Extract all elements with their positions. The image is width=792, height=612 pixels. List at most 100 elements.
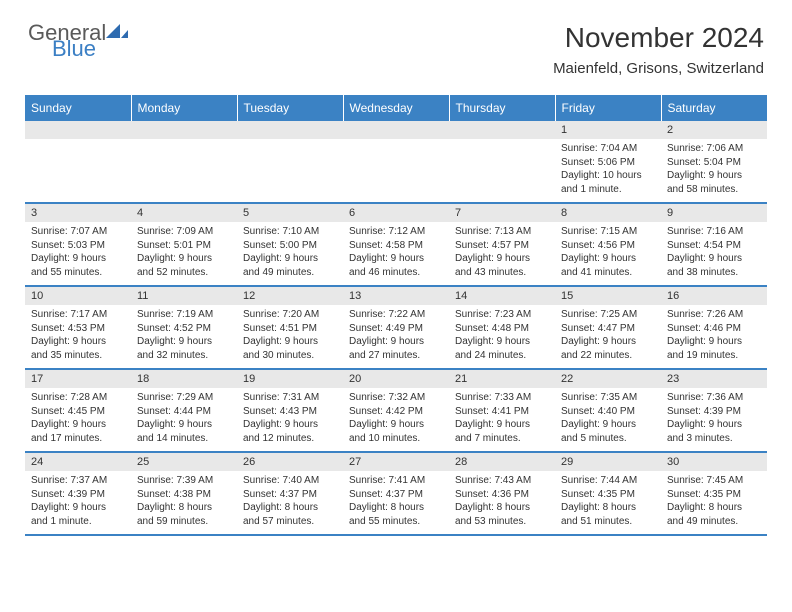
empty-day-cell <box>343 139 449 203</box>
day-number: 15 <box>555 286 661 305</box>
daylight-text: Daylight: 9 hours and 43 minutes. <box>455 252 549 279</box>
sunrise-text: Sunrise: 7:06 AM <box>667 142 761 156</box>
page-subtitle: Maienfeld, Grisons, Switzerland <box>553 60 764 77</box>
sunset-text: Sunset: 5:03 PM <box>31 239 125 253</box>
daylight-text: Daylight: 9 hours and 52 minutes. <box>137 252 231 279</box>
day-cell: Sunrise: 7:33 AMSunset: 4:41 PMDaylight:… <box>449 388 555 452</box>
day-cell: Sunrise: 7:29 AMSunset: 4:44 PMDaylight:… <box>131 388 237 452</box>
weekday-header: Wednesday <box>343 95 449 121</box>
sunrise-text: Sunrise: 7:07 AM <box>31 225 125 239</box>
empty-day-cell <box>25 139 131 203</box>
sunrise-text: Sunrise: 7:41 AM <box>349 474 443 488</box>
sunrise-text: Sunrise: 7:39 AM <box>137 474 231 488</box>
sunrise-text: Sunrise: 7:16 AM <box>667 225 761 239</box>
sunrise-text: Sunrise: 7:36 AM <box>667 391 761 405</box>
sunrise-text: Sunrise: 7:09 AM <box>137 225 231 239</box>
day-number: 21 <box>449 369 555 388</box>
day-cell: Sunrise: 7:40 AMSunset: 4:37 PMDaylight:… <box>237 471 343 535</box>
sunset-text: Sunset: 4:45 PM <box>31 405 125 419</box>
day-number: 8 <box>555 203 661 222</box>
sunset-text: Sunset: 4:37 PM <box>349 488 443 502</box>
day-number: 12 <box>237 286 343 305</box>
sunrise-text: Sunrise: 7:23 AM <box>455 308 549 322</box>
day-number: 29 <box>555 452 661 471</box>
day-cell: Sunrise: 7:12 AMSunset: 4:58 PMDaylight:… <box>343 222 449 286</box>
sunset-text: Sunset: 4:51 PM <box>243 322 337 336</box>
week-content-row: Sunrise: 7:07 AMSunset: 5:03 PM Daylight:… <box>25 222 767 286</box>
day-cell: Sunrise: 7:45 AMSunset: 4:35 PMDaylight:… <box>661 471 767 535</box>
day-number: 17 <box>25 369 131 388</box>
day-cell: Sunrise: 7:36 AMSunset: 4:39 PMDaylight:… <box>661 388 767 452</box>
sunrise-text: Sunrise: 7:28 AM <box>31 391 125 405</box>
day-cell: Sunrise: 7:28 AMSunset: 4:45 PMDaylight:… <box>25 388 131 452</box>
sunrise-text: Sunrise: 7:31 AM <box>243 391 337 405</box>
sunset-text: Sunset: 4:37 PM <box>243 488 337 502</box>
day-cell: Sunrise: 7:41 AMSunset: 4:37 PMDaylight:… <box>343 471 449 535</box>
day-number: 4 <box>131 203 237 222</box>
empty-day-number <box>25 121 131 139</box>
week-number-row: 12 <box>25 121 767 139</box>
sunset-text: Sunset: 4:36 PM <box>455 488 549 502</box>
day-number: 26 <box>237 452 343 471</box>
day-number: 10 <box>25 286 131 305</box>
daylight-text: Daylight: 10 hours and 1 minute. <box>561 169 655 196</box>
daylight-text: Daylight: 8 hours and 57 minutes. <box>243 501 337 528</box>
day-cell: Sunrise: 7:07 AMSunset: 5:03 PMDaylight:… <box>25 222 131 286</box>
sunset-text: Sunset: 4:35 PM <box>561 488 655 502</box>
day-cell: Sunrise: 7:19 AMSunset: 4:52 PMDaylight:… <box>131 305 237 369</box>
sunset-text: Sunset: 4:38 PM <box>137 488 231 502</box>
empty-day-number <box>343 121 449 139</box>
sunset-text: Sunset: 4:56 PM <box>561 239 655 253</box>
day-cell: Sunrise: 7:35 AMSunset: 4:40 PMDaylight:… <box>555 388 661 452</box>
sunset-text: Sunset: 4:47 PM <box>561 322 655 336</box>
sunset-text: Sunset: 5:06 PM <box>561 156 655 170</box>
daylight-text: Daylight: 9 hours and 32 minutes. <box>137 335 231 362</box>
sunset-text: Sunset: 4:53 PM <box>31 322 125 336</box>
day-number: 13 <box>343 286 449 305</box>
day-cell: Sunrise: 7:06 AMSunset: 5:04 PMDaylight:… <box>661 139 767 203</box>
day-cell: Sunrise: 7:16 AMSunset: 4:54 PMDaylight:… <box>661 222 767 286</box>
header: General Blue November 2024 Maienfeld, Gr… <box>0 0 792 87</box>
day-cell: Sunrise: 7:44 AMSunset: 4:35 PMDaylight:… <box>555 471 661 535</box>
day-cell: Sunrise: 7:23 AMSunset: 4:48 PMDaylight:… <box>449 305 555 369</box>
day-cell: Sunrise: 7:20 AMSunset: 4:51 PMDaylight:… <box>237 305 343 369</box>
sunrise-text: Sunrise: 7:19 AM <box>137 308 231 322</box>
daylight-text: Daylight: 9 hours and 12 minutes. <box>243 418 337 445</box>
sunset-text: Sunset: 4:39 PM <box>31 488 125 502</box>
day-number: 9 <box>661 203 767 222</box>
sunrise-text: Sunrise: 7:32 AM <box>349 391 443 405</box>
sunrise-text: Sunrise: 7:10 AM <box>243 225 337 239</box>
sunrise-text: Sunrise: 7:25 AM <box>561 308 655 322</box>
sunrise-text: Sunrise: 7:44 AM <box>561 474 655 488</box>
sunset-text: Sunset: 4:57 PM <box>455 239 549 253</box>
daylight-text: Daylight: 9 hours and 3 minutes. <box>667 418 761 445</box>
day-number: 3 <box>25 203 131 222</box>
sunrise-text: Sunrise: 7:04 AM <box>561 142 655 156</box>
week-content-row: Sunrise: 7:17 AMSunset: 4:53 PMDaylight:… <box>25 305 767 369</box>
day-cell: Sunrise: 7:10 AMSunset: 5:00 PMDaylight:… <box>237 222 343 286</box>
daylight-text: Daylight: 9 hours and 38 minutes. <box>667 252 761 279</box>
day-number: 1 <box>555 121 661 139</box>
weekday-header: Thursday <box>449 95 555 121</box>
daylight-text: Daylight: 9 hours and 17 minutes. <box>31 418 125 445</box>
day-number: 5 <box>237 203 343 222</box>
day-cell: Sunrise: 7:32 AMSunset: 4:42 PMDaylight:… <box>343 388 449 452</box>
empty-day-cell <box>449 139 555 203</box>
day-number: 24 <box>25 452 131 471</box>
daylight-text: Daylight: 9 hours and 46 minutes. <box>349 252 443 279</box>
daylight-text: Daylight: 9 hours and 35 minutes. <box>31 335 125 362</box>
day-cell: Sunrise: 7:04 AMSunset: 5:06 PMDaylight:… <box>555 139 661 203</box>
weekday-header: Tuesday <box>237 95 343 121</box>
sunset-text: Sunset: 5:00 PM <box>243 239 337 253</box>
week-content-row: Sunrise: 7:37 AMSunset: 4:39 PMDaylight:… <box>25 471 767 535</box>
sunset-text: Sunset: 4:41 PM <box>455 405 549 419</box>
day-number: 7 <box>449 203 555 222</box>
day-number: 19 <box>237 369 343 388</box>
sunset-text: Sunset: 4:40 PM <box>561 405 655 419</box>
day-number: 16 <box>661 286 767 305</box>
day-number: 30 <box>661 452 767 471</box>
day-number: 18 <box>131 369 237 388</box>
sunset-text: Sunset: 4:58 PM <box>349 239 443 253</box>
weekday-header: Saturday <box>661 95 767 121</box>
sunrise-text: Sunrise: 7:13 AM <box>455 225 549 239</box>
